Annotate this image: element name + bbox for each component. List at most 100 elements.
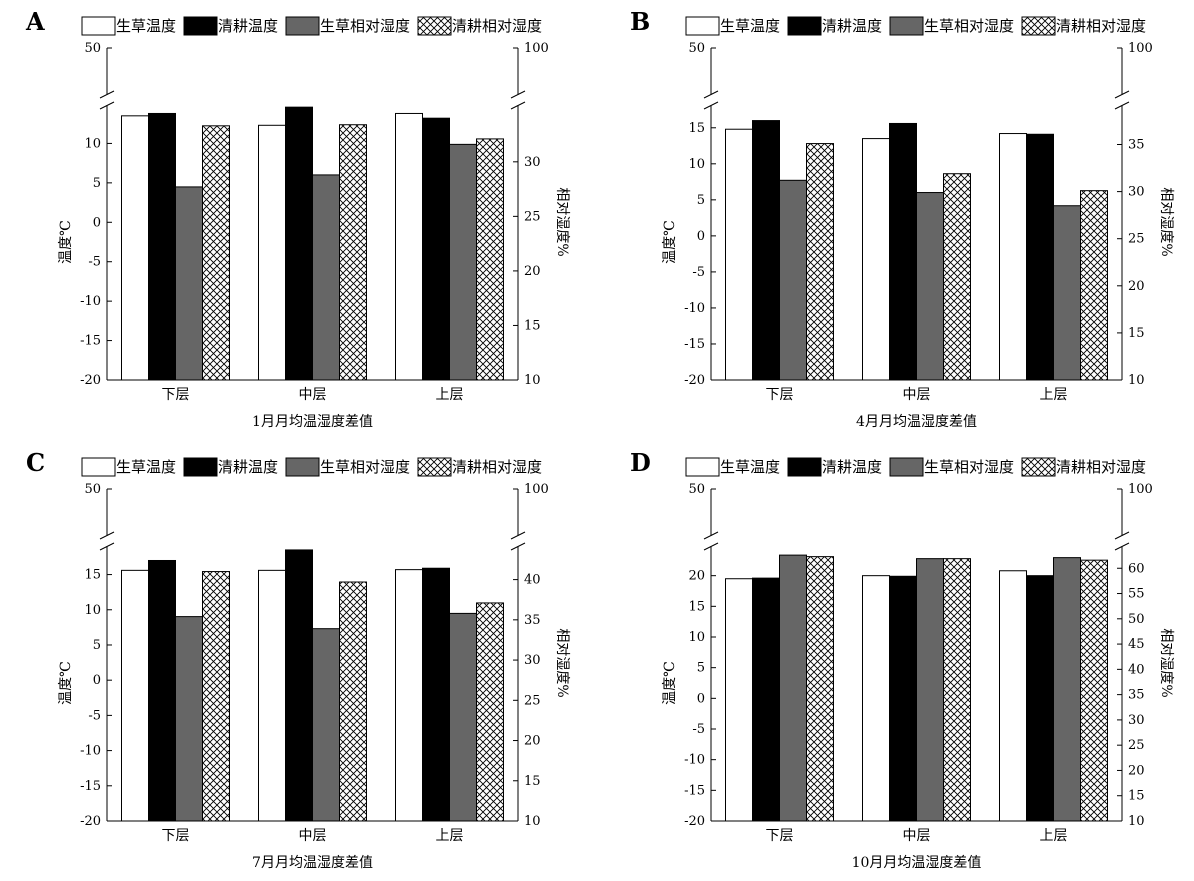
y2-tick-label: 45 xyxy=(1128,637,1145,652)
bar-2-2 xyxy=(889,122,917,381)
y-tick-label: -5 xyxy=(692,722,705,737)
axis-break-mark xyxy=(703,531,719,540)
x-tick-label: 上层 xyxy=(436,387,464,403)
panel-c: C 生草温度 清耕温度 生草相对湿度 清耕相对湿度 -20 -15 -10 -5 0 5 10 15 50… xyxy=(26,448,570,871)
panel-label: D xyxy=(630,448,651,477)
y-tick-label: -10 xyxy=(684,753,705,768)
y2-axis-title: 相对湿度% xyxy=(554,628,570,697)
bar-2-2 xyxy=(889,575,917,822)
y-tick-label: -20 xyxy=(684,373,705,388)
legend-label-3: 生草相对湿度 xyxy=(320,458,410,476)
bar-2-2 xyxy=(285,549,313,822)
bar-2-3 xyxy=(1026,133,1054,381)
y2-tick-label: 20 xyxy=(1128,763,1145,778)
y2-tick-label: 35 xyxy=(1128,688,1145,703)
bar-1-2 xyxy=(258,569,286,822)
legend-label-2: 清耕温度 xyxy=(218,458,278,476)
y2-tick-label: 55 xyxy=(1128,587,1145,602)
y2-tick-label-top: 100 xyxy=(524,41,549,56)
y2-tick-label: 25 xyxy=(524,693,541,708)
y-tick-label-top: 50 xyxy=(84,41,101,56)
legend: 生草温度 清耕温度 生草相对湿度 清耕相对湿度 xyxy=(81,16,542,36)
bar-3-1 xyxy=(779,554,807,822)
legend-label-2: 清耕温度 xyxy=(822,17,882,35)
x-tick-label: 下层 xyxy=(162,828,190,844)
y-tick-label: -5 xyxy=(692,265,705,280)
y2-axis-title: 相对湿度% xyxy=(554,187,570,256)
bar-3-1 xyxy=(779,179,807,381)
bar-4-2 xyxy=(943,558,971,822)
legend-label-1: 生草温度 xyxy=(720,458,780,476)
y2-tick-label: 25 xyxy=(1128,232,1145,247)
bar-1-2 xyxy=(862,138,890,381)
y2-tick-label: 50 xyxy=(1128,612,1145,627)
bar-4-1 xyxy=(202,125,230,381)
legend-swatch-2 xyxy=(787,457,822,477)
y-tick-label: 0 xyxy=(93,673,101,688)
x-tick-label: 中层 xyxy=(299,828,327,844)
y-axis-title: 温度℃ xyxy=(58,661,74,705)
axis-break-mark xyxy=(99,542,115,551)
x-axis-title: 4月月均温湿度差值 xyxy=(856,414,977,430)
legend-label-1: 生草温度 xyxy=(116,458,176,476)
legend-swatch-2 xyxy=(787,16,822,36)
bar-3-3 xyxy=(1053,205,1081,381)
panel-label: A xyxy=(25,7,45,36)
y-tick-label-top: 50 xyxy=(84,482,101,497)
legend-swatch-4 xyxy=(417,457,452,477)
axis-break-mark xyxy=(99,101,115,110)
bar-4-2 xyxy=(339,124,367,381)
legend-swatch-3 xyxy=(285,457,320,477)
y-tick-label: -20 xyxy=(80,814,101,829)
legend-label-2: 清耕温度 xyxy=(822,458,882,476)
y2-tick-label: 20 xyxy=(1128,279,1145,294)
legend-swatch-3 xyxy=(889,457,924,477)
legend-swatch-4 xyxy=(1021,457,1056,477)
bar-1-1 xyxy=(725,128,753,381)
y2-tick-label-top: 100 xyxy=(524,482,549,497)
y2-tick-label: 60 xyxy=(1128,561,1145,576)
bar-4-3 xyxy=(476,602,504,822)
y-tick-label: 15 xyxy=(688,121,705,136)
y2-tick-label: 10 xyxy=(524,814,541,829)
y-axis-title: 温度℃ xyxy=(662,661,678,705)
panel-label: B xyxy=(630,7,650,36)
y-tick-label: 10 xyxy=(688,157,705,172)
bar-4-1 xyxy=(806,143,834,381)
y-tick-label-top: 50 xyxy=(688,482,705,497)
legend-label-4: 清耕相对湿度 xyxy=(452,17,542,35)
legend-label-4: 清耕相对湿度 xyxy=(1056,458,1146,476)
y2-tick-label: 30 xyxy=(524,155,541,170)
y-tick-label: 15 xyxy=(688,599,705,614)
x-tick-label: 上层 xyxy=(1040,828,1068,844)
legend-swatch-1 xyxy=(685,16,720,36)
legend-swatch-2 xyxy=(183,457,218,477)
bar-2-1 xyxy=(148,112,176,381)
bar-3-3 xyxy=(1053,557,1081,822)
bar-4-3 xyxy=(1080,190,1108,381)
y-tick-label: -10 xyxy=(80,744,101,759)
y-tick-label: -10 xyxy=(684,301,705,316)
bar-3-2 xyxy=(916,192,944,381)
bar-1-1 xyxy=(121,115,149,381)
y-tick-label: 5 xyxy=(697,661,705,676)
y-axis-title: 温度℃ xyxy=(58,220,74,264)
y-tick-label: -10 xyxy=(80,294,101,309)
legend-label-4: 清耕相对湿度 xyxy=(452,458,542,476)
bar-1-1 xyxy=(725,578,753,822)
y2-tick-label: 40 xyxy=(524,573,541,588)
legend-label-1: 生草温度 xyxy=(720,17,780,35)
y2-tick-label: 25 xyxy=(1128,738,1145,753)
axis-break-mark xyxy=(1114,542,1130,551)
bar-2-3 xyxy=(422,117,450,381)
bar-4-1 xyxy=(806,556,834,822)
bar-4-2 xyxy=(339,581,367,822)
bar-2-3 xyxy=(422,567,450,822)
bar-3-3 xyxy=(449,612,477,822)
legend-swatch-2 xyxy=(183,16,218,36)
y2-tick-label: 40 xyxy=(1128,662,1145,677)
legend-label-3: 生草相对湿度 xyxy=(320,17,410,35)
y2-tick-label: 15 xyxy=(1128,789,1145,804)
y2-tick-label: 15 xyxy=(1128,326,1145,341)
x-tick-label: 中层 xyxy=(903,387,931,403)
